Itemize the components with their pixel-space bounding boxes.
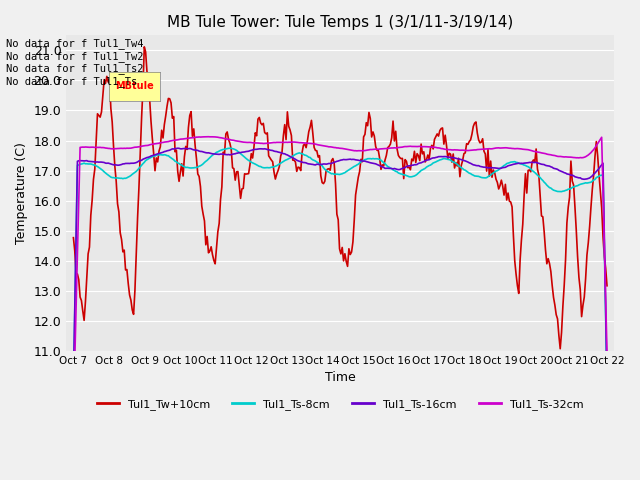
Tul1_Tw+10cm: [244, 171, 252, 177]
Tul1_Ts-32cm: [70, 411, 77, 417]
Line: Tul1_Ts-32cm: Tul1_Ts-32cm: [74, 137, 607, 414]
X-axis label: Time: Time: [325, 371, 356, 384]
Tul1_Ts-16cm: [406, 163, 414, 168]
Tul1_Ts-8cm: [456, 164, 464, 169]
Tul1_Ts-8cm: [459, 166, 467, 171]
Tul1_Ts-16cm: [603, 381, 611, 387]
Title: MB Tule Tower: Tule Temps 1 (3/1/11-3/19/14): MB Tule Tower: Tule Temps 1 (3/1/11-3/19…: [167, 15, 513, 30]
Tul1_Ts-32cm: [459, 147, 467, 153]
Text: No data for f Tul1_Tw4
No data for f Tul1_Tw2
No data for f Tul1_Ts2
No data for: No data for f Tul1_Tw4 No data for f Tul…: [6, 38, 144, 87]
Y-axis label: Temperature (C): Temperature (C): [15, 142, 28, 244]
Tul1_Ts-8cm: [70, 384, 77, 390]
Tul1_Tw+10cm: [70, 235, 77, 240]
Tul1_Tw+10cm: [140, 44, 148, 50]
Legend: Tul1_Tw+10cm, Tul1_Ts-8cm, Tul1_Ts-16cm, Tul1_Ts-32cm: Tul1_Tw+10cm, Tul1_Ts-8cm, Tul1_Ts-16cm,…: [92, 395, 588, 415]
Tul1_Ts-16cm: [244, 148, 252, 154]
Line: Tul1_Ts-16cm: Tul1_Ts-16cm: [74, 148, 607, 384]
Tul1_Ts-32cm: [456, 147, 464, 153]
Line: Tul1_Tw+10cm: Tul1_Tw+10cm: [74, 47, 607, 349]
Tul1_Ts-16cm: [70, 382, 77, 387]
Text: MBtule: MBtule: [115, 82, 154, 91]
Tul1_Tw+10cm: [134, 214, 141, 220]
Tul1_Ts-8cm: [406, 174, 414, 180]
Line: Tul1_Ts-8cm: Tul1_Ts-8cm: [74, 148, 607, 392]
Tul1_Ts-32cm: [603, 349, 611, 355]
Tul1_Tw+10cm: [406, 167, 414, 173]
Tul1_Ts-32cm: [134, 144, 141, 150]
Tul1_Tw+10cm: [603, 283, 611, 288]
Tul1_Tw+10cm: [456, 174, 464, 180]
Tul1_Ts-32cm: [205, 134, 212, 140]
Tul1_Ts-32cm: [406, 144, 414, 149]
Tul1_Tw+10cm: [556, 346, 564, 352]
Tul1_Tw+10cm: [282, 137, 290, 143]
Tul1_Ts-32cm: [282, 139, 290, 145]
Tul1_Ts-16cm: [174, 145, 182, 151]
Tul1_Ts-16cm: [456, 156, 464, 162]
Tul1_Ts-8cm: [244, 157, 252, 163]
Tul1_Ts-8cm: [134, 167, 141, 173]
Tul1_Tw+10cm: [459, 158, 467, 164]
Tul1_Ts-8cm: [603, 389, 611, 395]
Tul1_Ts-16cm: [459, 157, 467, 163]
Tul1_Ts-8cm: [226, 145, 234, 151]
Tul1_Ts-32cm: [244, 140, 252, 145]
Tul1_Ts-16cm: [282, 152, 290, 157]
Tul1_Ts-16cm: [134, 159, 141, 165]
Tul1_Ts-8cm: [282, 157, 290, 163]
